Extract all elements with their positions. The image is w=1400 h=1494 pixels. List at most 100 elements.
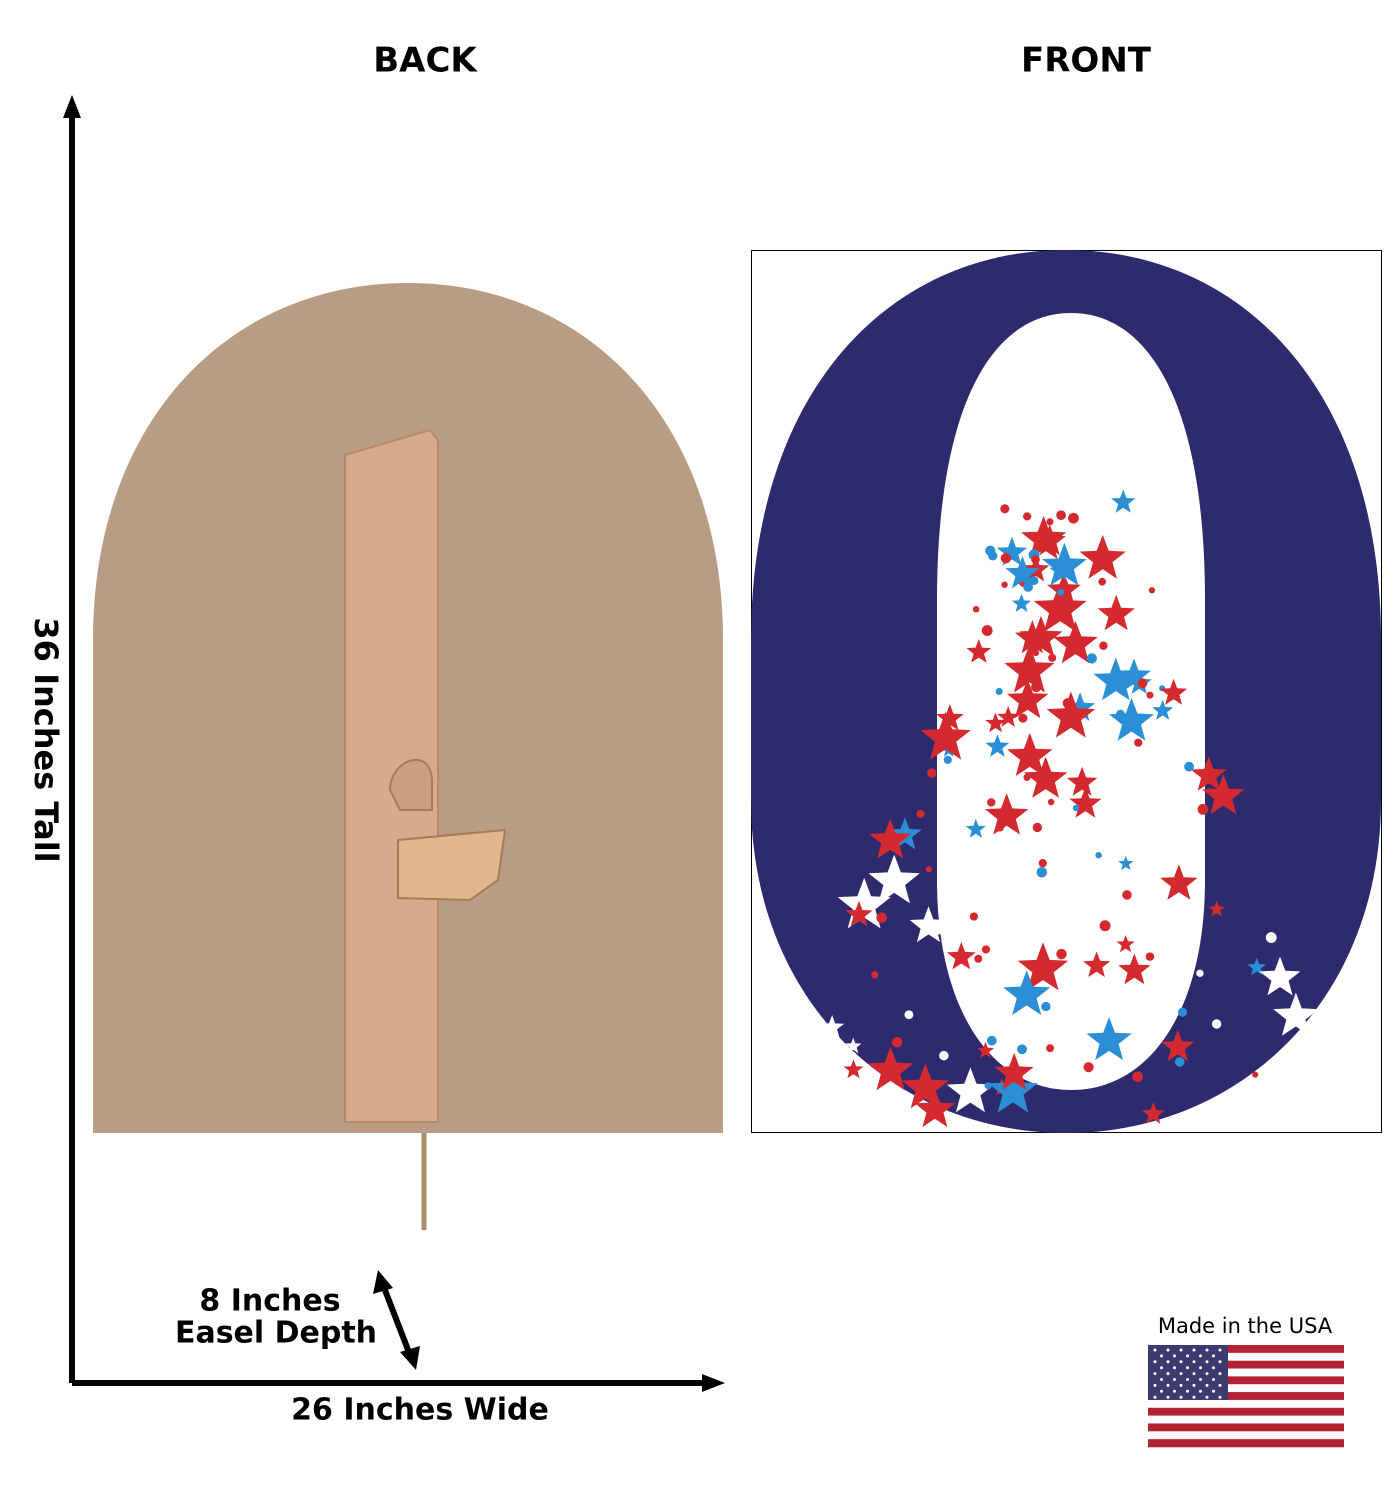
star — [1004, 644, 1055, 693]
flag-star — [1179, 1348, 1183, 1352]
star — [920, 711, 971, 760]
dot — [927, 768, 937, 778]
star — [1069, 787, 1102, 818]
star — [965, 818, 986, 838]
star — [1023, 756, 1068, 798]
dot — [1086, 653, 1097, 664]
flag-star — [1160, 1378, 1163, 1381]
flag-star — [1192, 1383, 1196, 1387]
star — [977, 1041, 995, 1058]
dot — [984, 1082, 992, 1090]
flag-star — [1199, 1389, 1202, 1393]
dot — [995, 687, 1003, 696]
flag-stripe — [1148, 1384, 1344, 1393]
flag-stripe — [1148, 1423, 1344, 1432]
dot — [1083, 1062, 1094, 1073]
star — [901, 1063, 949, 1109]
dot — [1137, 678, 1148, 689]
dot — [974, 954, 983, 963]
flag-stripe — [1148, 1392, 1344, 1401]
flag-star — [1212, 1378, 1215, 1381]
star — [1093, 657, 1139, 701]
star — [985, 712, 1006, 733]
flag-stripe — [1148, 1376, 1344, 1385]
flag-stripe — [1148, 1439, 1344, 1448]
star — [1141, 1102, 1165, 1124]
dot — [1252, 1071, 1259, 1078]
height-label: 36 Inches Tall — [27, 617, 65, 862]
flag-stripe — [1148, 1368, 1344, 1377]
flag-star — [1205, 1395, 1209, 1399]
dot — [1000, 504, 1010, 514]
dot — [1047, 798, 1055, 806]
star-confetti — [820, 489, 1319, 1128]
star — [1005, 556, 1040, 589]
flag-star — [1186, 1366, 1189, 1370]
dot — [916, 809, 925, 818]
star — [1109, 697, 1154, 741]
dot — [987, 798, 996, 807]
dot — [1031, 681, 1042, 693]
star — [1116, 935, 1135, 953]
dot — [986, 1035, 997, 1046]
flag-star — [1199, 1378, 1202, 1381]
star — [1259, 956, 1301, 996]
easel-shelf — [397, 828, 507, 902]
dot — [1032, 649, 1040, 657]
flag-star — [1192, 1372, 1196, 1376]
dot — [969, 912, 979, 921]
flag-star — [1173, 1389, 1176, 1393]
star — [1202, 774, 1245, 815]
star — [936, 704, 964, 731]
flag-star — [1199, 1354, 1202, 1358]
flag-star — [1179, 1360, 1183, 1364]
flag-stripe — [1148, 1399, 1344, 1409]
flag-star — [1205, 1372, 1209, 1376]
star — [1065, 692, 1096, 721]
star — [1017, 942, 1069, 991]
star — [1014, 620, 1050, 654]
star — [820, 1015, 845, 1038]
dot — [1095, 851, 1102, 859]
dot — [1099, 641, 1108, 650]
flag-star — [1192, 1360, 1196, 1364]
arrow-head — [63, 95, 81, 118]
star — [1118, 953, 1151, 985]
flag-star — [1212, 1389, 1215, 1393]
flag-star — [1186, 1354, 1189, 1358]
dot — [985, 545, 996, 556]
star — [1160, 678, 1188, 705]
star — [1042, 542, 1087, 586]
flag-stripe — [1148, 1352, 1344, 1361]
flag-star — [1173, 1366, 1176, 1370]
star — [1011, 593, 1032, 612]
flag-star — [1153, 1372, 1157, 1376]
star — [1190, 756, 1227, 791]
star — [845, 900, 873, 927]
star — [1118, 855, 1134, 871]
dot — [1029, 576, 1039, 586]
flag-star — [1212, 1354, 1215, 1358]
flag-star — [1192, 1348, 1196, 1352]
star — [1086, 1017, 1132, 1061]
dot — [1023, 512, 1032, 521]
flag-stripe — [1148, 1431, 1344, 1440]
dot — [1184, 761, 1194, 772]
dot — [1134, 738, 1143, 747]
star — [1161, 1029, 1195, 1062]
star — [1066, 766, 1098, 796]
star — [1083, 951, 1111, 978]
depth-label: Easel Depth — [175, 1316, 377, 1351]
flag-star — [1218, 1360, 1222, 1364]
dot — [1197, 803, 1209, 815]
star — [1049, 560, 1071, 580]
flag-star — [1212, 1366, 1215, 1370]
star — [1047, 572, 1081, 605]
flag-stripe — [1148, 1415, 1344, 1424]
flag-star — [1173, 1354, 1176, 1358]
depth-label: 8 Inches — [199, 1284, 340, 1319]
flag-star — [1205, 1360, 1209, 1364]
dot — [1148, 587, 1156, 594]
dot — [1001, 581, 1008, 588]
